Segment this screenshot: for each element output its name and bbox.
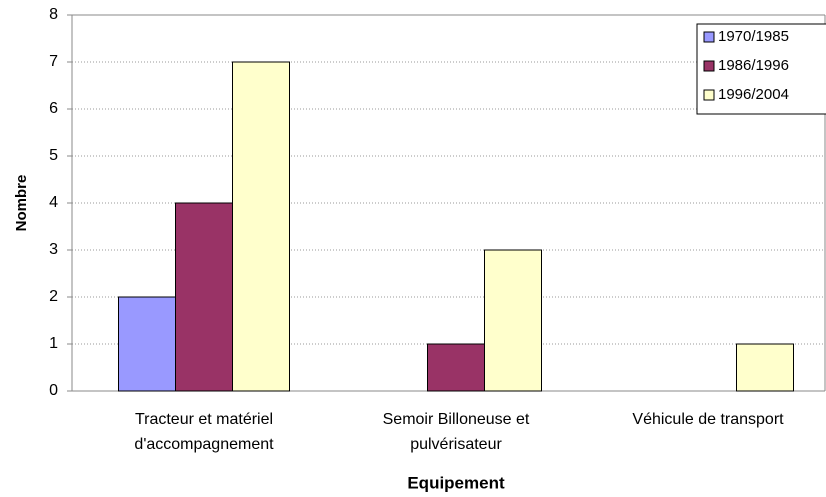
y-axis-title: Nombre [13, 175, 30, 232]
legend-box [696, 23, 826, 115]
legend-label: 1970/1985 [718, 28, 789, 45]
y-tick-label: 0 [49, 382, 58, 399]
y-tick-label: 1 [49, 335, 58, 352]
x-tick-label: pulvérisateur [410, 436, 502, 453]
y-tick-label: 4 [49, 194, 58, 211]
legend-label: 1996/2004 [718, 86, 789, 103]
bar [232, 61, 290, 392]
bar [484, 249, 542, 392]
bar [427, 343, 485, 392]
legend-swatch [703, 89, 715, 101]
y-tick-label: 2 [49, 288, 58, 305]
x-tick-label: Véhicule de transport [632, 411, 784, 428]
x-tick-label: d'accompagnement [134, 436, 274, 453]
y-tick-label: 7 [49, 53, 58, 70]
legend-label: 1986/1996 [718, 57, 789, 74]
y-tick-label: 5 [49, 147, 58, 164]
bar [118, 296, 176, 392]
x-tick-label: Semoir Billoneuse et [383, 411, 530, 428]
legend-swatch [703, 31, 715, 43]
y-tick-label: 3 [49, 241, 58, 258]
y-tick-label: 6 [49, 100, 58, 117]
bar [175, 202, 233, 392]
y-tick-label: 8 [49, 6, 58, 23]
x-tick-label: Tracteur et matériel [135, 411, 273, 428]
x-axis-title: Equipement [407, 473, 505, 492]
bar [736, 343, 794, 392]
legend-swatch [703, 60, 715, 72]
